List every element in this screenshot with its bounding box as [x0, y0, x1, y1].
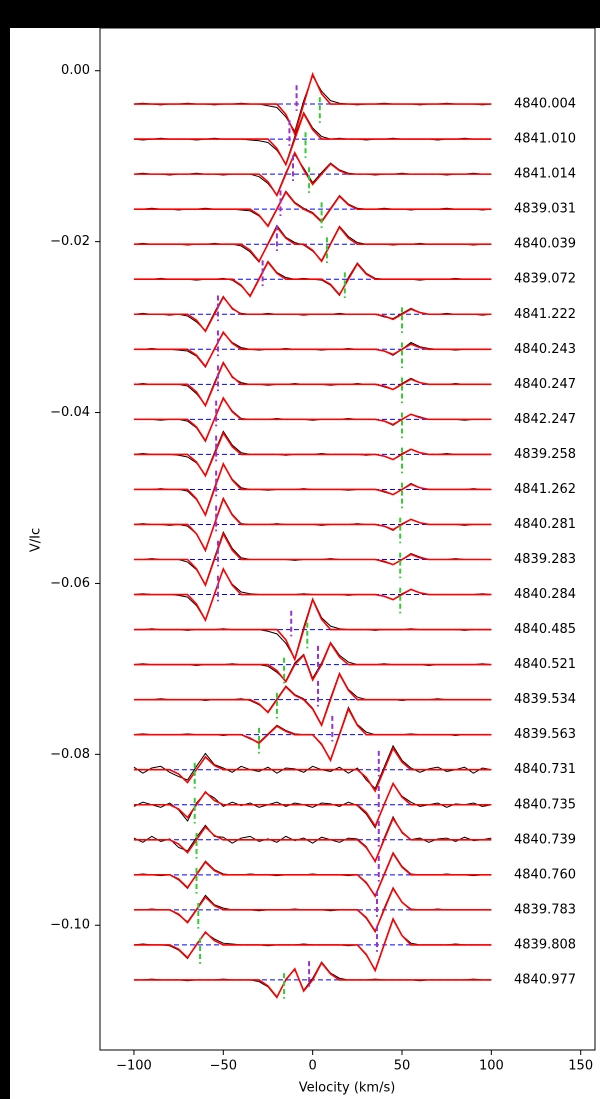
x-tick-label: −50: [210, 1059, 237, 1074]
x-tick-label: −100: [116, 1059, 152, 1074]
row-label: 4839.808: [514, 937, 576, 952]
row-label: 4841.262: [514, 482, 576, 497]
model-profile: [133, 672, 492, 728]
model-profile: [133, 330, 492, 368]
row-label: 4839.258: [514, 447, 576, 462]
row-label: 4839.783: [514, 902, 576, 917]
row-label: 4840.760: [514, 867, 576, 882]
row-label: 4840.485: [514, 622, 576, 637]
x-axis-label: Velocity (km/s): [299, 1081, 396, 1096]
model-profile: [133, 707, 492, 763]
model-profile: [133, 361, 492, 408]
model-profile: [133, 746, 492, 793]
model-profile: [133, 295, 492, 333]
row-label: 4840.039: [514, 237, 576, 252]
observed-profile: [133, 815, 492, 864]
model-profile: [133, 190, 492, 228]
y-tick-label: −0.08: [50, 747, 90, 762]
model-profile: [133, 496, 492, 553]
model-profile: [133, 431, 492, 478]
observed-profile: [133, 744, 492, 790]
plot-frame: [99, 27, 596, 1051]
y-tick-label: −0.10: [50, 918, 90, 933]
y-tick-label: −0.06: [50, 576, 90, 591]
row-label: 4839.563: [514, 727, 576, 742]
row-label: 4839.072: [514, 272, 576, 287]
model-profile: [133, 851, 492, 898]
row-label: 4841.010: [514, 132, 576, 147]
row-label: 4840.977: [514, 972, 576, 987]
model-profile: [133, 71, 492, 137]
model-profile: [133, 111, 492, 167]
model-profile: [133, 816, 492, 863]
row-label: 4840.731: [514, 762, 576, 777]
y-tick-label: −0.02: [50, 234, 90, 249]
x-tick-label: 100: [479, 1059, 504, 1074]
row-label: 4840.735: [514, 797, 576, 812]
x-tick-label: 0: [309, 1059, 317, 1074]
row-label: 4840.004: [514, 97, 576, 112]
row-label: 4841.222: [514, 307, 576, 322]
row-label: 4840.243: [514, 342, 576, 357]
canvas: [10, 28, 600, 1099]
row-label: 4840.281: [514, 517, 576, 532]
row-label: 4839.031: [514, 202, 576, 217]
y-tick-label: −0.04: [50, 405, 90, 420]
row-label: 4840.739: [514, 832, 576, 847]
model-profile: [133, 961, 492, 999]
model-profile: [133, 781, 492, 828]
row-label: 4840.284: [514, 587, 576, 602]
row-label: 4839.534: [514, 692, 576, 707]
model-profile: [133, 260, 492, 298]
row-label: 4841.014: [514, 167, 576, 182]
model-profile: [133, 566, 492, 623]
model-profile: [133, 886, 492, 933]
x-tick-label: 150: [568, 1059, 593, 1074]
y-tick-label: 0.00: [61, 63, 90, 78]
row-label: 4840.521: [514, 657, 576, 672]
model-profile: [133, 531, 492, 588]
y-axis-label: V/Ic: [29, 528, 44, 552]
model-profile: [133, 917, 492, 973]
model-profile: [133, 150, 492, 198]
row-label: 4840.247: [514, 377, 576, 392]
model-profile: [133, 461, 492, 518]
model-profile: [133, 641, 492, 684]
row-label: 4842.247: [514, 412, 576, 427]
x-tick-label: 50: [394, 1059, 411, 1074]
model-profile: [133, 225, 492, 263]
model-profile: [133, 597, 492, 662]
model-profile: [133, 396, 492, 443]
row-label: 4839.283: [514, 552, 576, 567]
